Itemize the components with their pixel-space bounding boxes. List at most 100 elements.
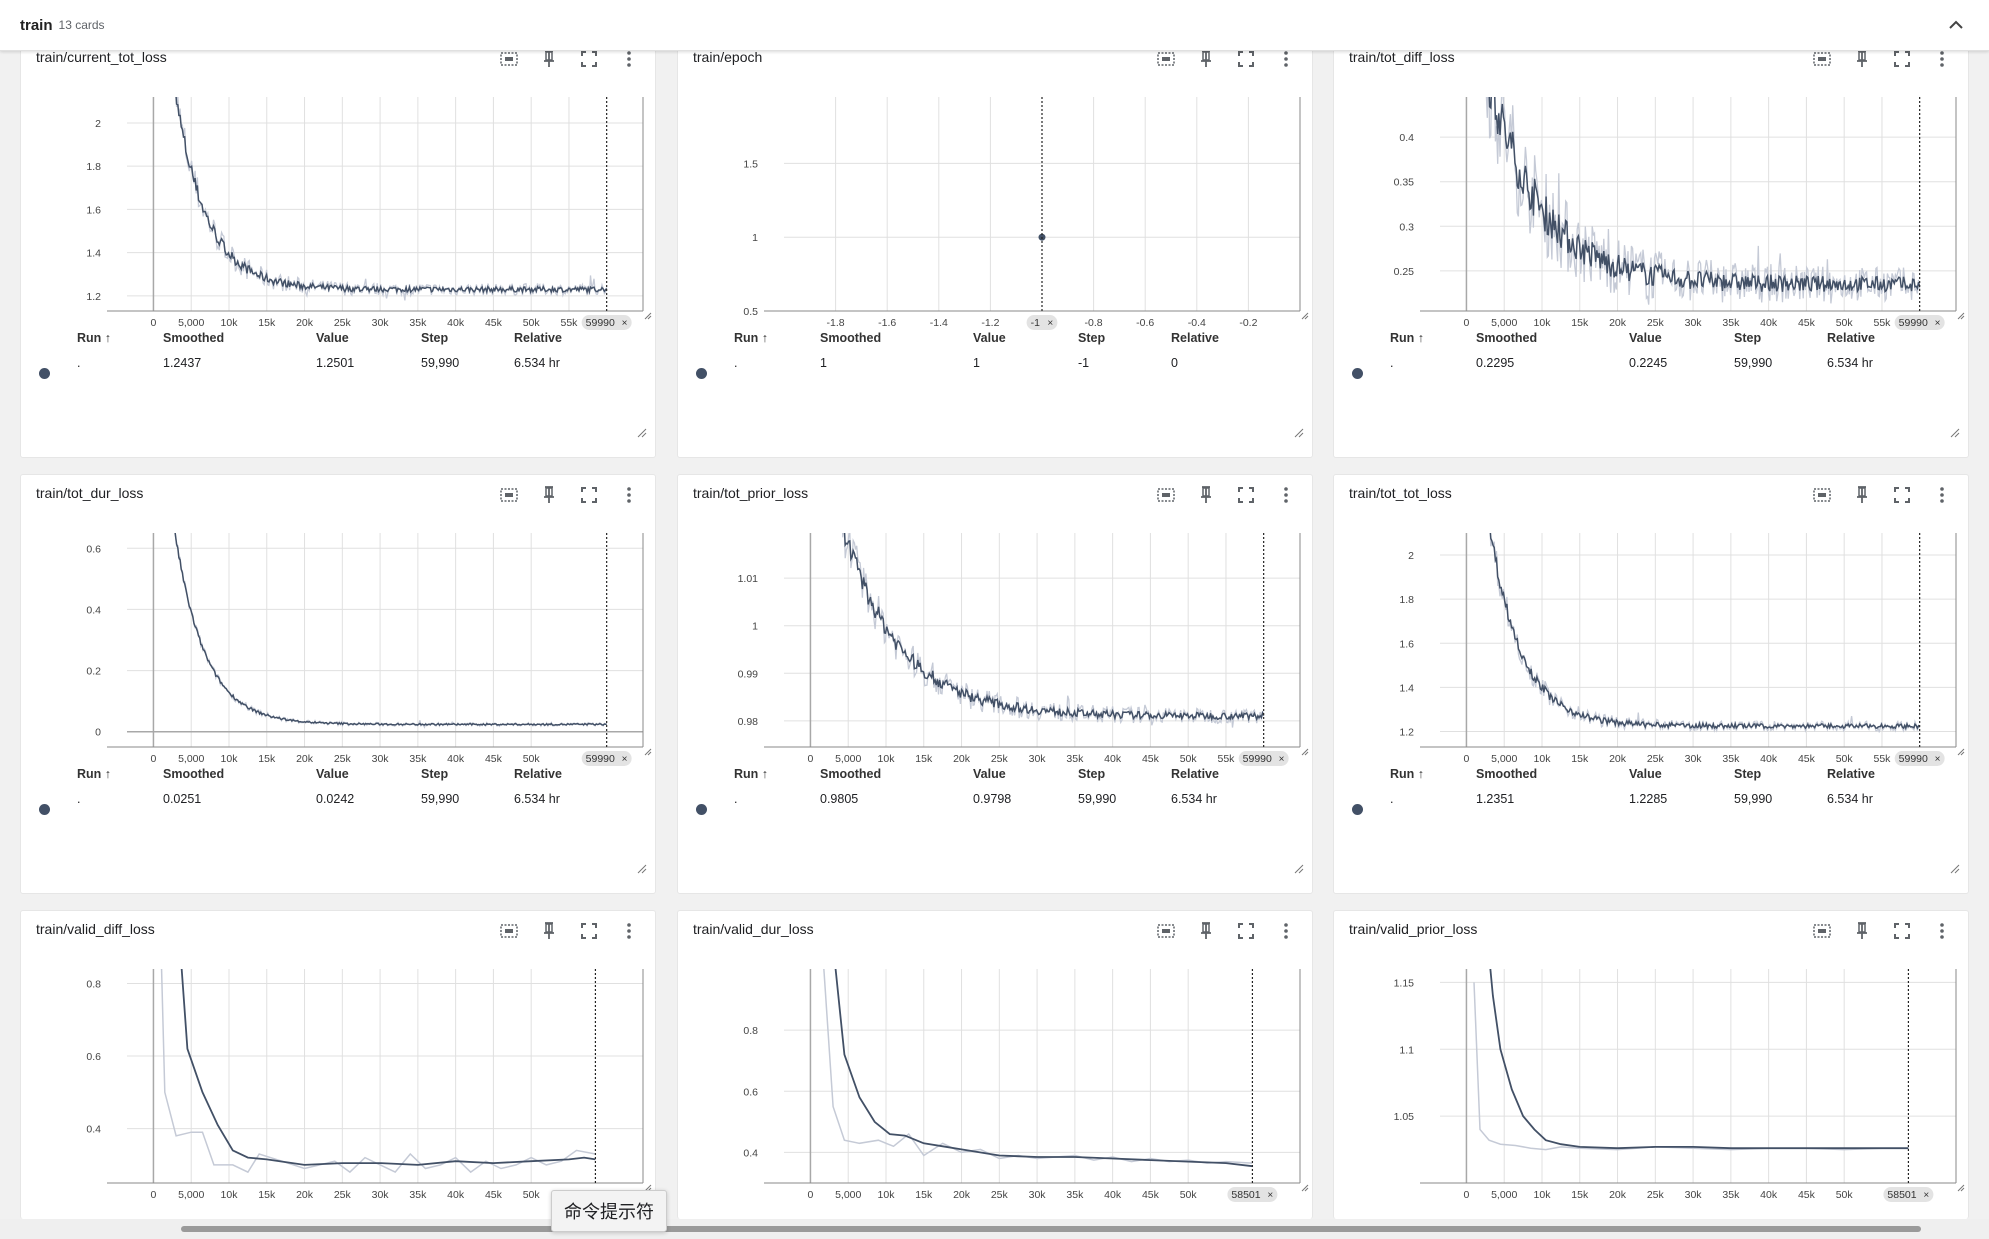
fullscreen-button[interactable] [1888,45,1916,73]
step-cursor-chip[interactable]: 58501 × [1883,1187,1934,1202]
close-icon[interactable]: × [1047,318,1053,329]
more-options-button[interactable] [615,481,643,509]
more-options-button[interactable] [1272,917,1300,945]
chart-resize-icon[interactable] [644,748,652,756]
fit-domain-button[interactable] [495,45,523,73]
column-header-step[interactable]: Step [1078,331,1106,345]
column-header-step[interactable]: Step [421,331,449,345]
fullscreen-button[interactable] [575,917,603,945]
chart-resize-icon[interactable] [644,312,652,320]
more-options-button[interactable] [615,45,643,73]
group-header[interactable]: train 13 cards [0,0,1989,51]
more-options-button[interactable] [1272,45,1300,73]
chart-svg[interactable]: -1.8 -1.6 -1.4 -1.2 -0.8 -0.6 -0.4 -0.2 0.5 1 1.5 -… [678,77,1314,339]
pin-card-button[interactable] [1192,917,1220,945]
fit-domain-button[interactable] [1808,917,1836,945]
column-header-run[interactable]: Run ↑ [734,331,769,345]
column-header-value[interactable]: Value [316,767,349,781]
column-header-value[interactable]: Value [973,767,1006,781]
chart-resize-icon[interactable] [1957,312,1965,320]
close-icon[interactable]: × [622,754,628,765]
chart-svg[interactable]: 0 5,000 10k 15k 20k 25k 30k 35k 40k 45k 50k 1.05 1.1… [1334,949,1970,1211]
column-header-relative[interactable]: Relative [1171,331,1219,345]
more-options-button[interactable] [1272,481,1300,509]
column-header-relative[interactable]: Relative [1827,331,1875,345]
resize-handle-icon[interactable] [637,861,647,879]
chart-resize-icon[interactable] [1301,312,1309,320]
column-header-relative[interactable]: Relative [514,767,562,781]
close-icon[interactable]: × [1923,1190,1929,1201]
chart-resize-icon[interactable] [1301,748,1309,756]
fit-domain-button[interactable] [1808,45,1836,73]
resize-handle-icon[interactable] [1950,861,1960,879]
close-icon[interactable]: × [1267,1190,1273,1201]
column-header-relative[interactable]: Relative [514,331,562,345]
step-cursor-chip[interactable]: 59990 × [581,751,632,766]
fit-domain-button[interactable] [1152,45,1180,73]
column-header-value[interactable]: Value [973,331,1006,345]
resize-handle-icon[interactable] [1950,425,1960,443]
fit-domain-button[interactable] [1152,917,1180,945]
horizontal-scrollbar[interactable] [0,1219,1989,1239]
pin-card-button[interactable] [1848,481,1876,509]
column-header-step[interactable]: Step [1734,767,1762,781]
step-cursor-chip[interactable]: 59990 × [1894,751,1945,766]
fullscreen-button[interactable] [1888,917,1916,945]
more-options-button[interactable] [1928,481,1956,509]
more-options-button[interactable] [615,917,643,945]
column-header-smoothed[interactable]: Smoothed [1476,767,1538,781]
pin-card-button[interactable] [1848,917,1876,945]
column-header-relative[interactable]: Relative [1827,767,1875,781]
chart-resize-icon[interactable] [1957,1184,1965,1192]
column-header-value[interactable]: Value [1629,767,1662,781]
chart-svg[interactable]: 0 5,000 10k 15k 20k 25k 30k 35k 40k 45k 50k 0 0.2 0.4… [21,513,657,775]
close-icon[interactable]: × [622,318,628,329]
column-header-smoothed[interactable]: Smoothed [163,331,225,345]
fullscreen-button[interactable] [1232,45,1260,73]
chart-resize-icon[interactable] [1301,1184,1309,1192]
column-header-relative[interactable]: Relative [1171,767,1219,781]
pin-card-button[interactable] [535,481,563,509]
fullscreen-button[interactable] [1888,481,1916,509]
fit-domain-button[interactable] [495,917,523,945]
chart-svg[interactable]: 0 5,000 10k 15k 20k 25k 30k 35k 40k 45k 50k 0.4 0.6 0… [678,949,1314,1211]
column-header-run[interactable]: Run ↑ [1390,331,1425,345]
chart-svg[interactable]: 0 5,000 10k 15k 20k 25k 30k 35k 40k 45k 50k 55k 0.25… [1334,77,1970,339]
column-header-run[interactable]: Run ↑ [734,767,769,781]
chart-svg[interactable]: 0 5,000 10k 15k 20k 25k 30k 35k 40k 45k 50k 55k 0.98… [678,513,1314,775]
column-header-run[interactable]: Run ↑ [77,767,112,781]
pin-card-button[interactable] [1192,45,1220,73]
resize-handle-icon[interactable] [1294,425,1304,443]
column-header-smoothed[interactable]: Smoothed [820,767,882,781]
chart-svg[interactable]: 0 5,000 10k 15k 20k 25k 30k 35k 40k 45k 50k 55k 1.2 1… [1334,513,1970,775]
close-icon[interactable]: × [1935,318,1941,329]
column-header-step[interactable]: Step [1078,767,1106,781]
pin-card-button[interactable] [535,917,563,945]
column-header-value[interactable]: Value [1629,331,1662,345]
fit-domain-button[interactable] [495,481,523,509]
close-icon[interactable]: × [1935,754,1941,765]
column-header-run[interactable]: Run ↑ [77,331,112,345]
resize-handle-icon[interactable] [1294,861,1304,879]
fit-domain-button[interactable] [1808,481,1836,509]
pin-card-button[interactable] [535,45,563,73]
more-options-button[interactable] [1928,45,1956,73]
column-header-smoothed[interactable]: Smoothed [163,767,225,781]
pin-card-button[interactable] [1848,45,1876,73]
close-icon[interactable]: × [1279,754,1285,765]
column-header-smoothed[interactable]: Smoothed [820,331,882,345]
chart-svg[interactable]: 0 5,000 10k 15k 20k 25k 30k 35k 40k 45k 50k 0.4 0.6 0… [21,949,657,1211]
more-options-button[interactable] [1928,917,1956,945]
chart-svg[interactable]: 0 5,000 10k 15k 20k 25k 30k 35k 40k 45k 50k 55k 1.2 1… [21,77,657,339]
step-cursor-chip[interactable]: 59990 × [1894,315,1945,330]
column-header-step[interactable]: Step [421,767,449,781]
scrollbar-thumb[interactable] [181,1226,1921,1232]
column-header-value[interactable]: Value [316,331,349,345]
collapse-group-button[interactable] [1945,14,1967,36]
column-header-smoothed[interactable]: Smoothed [1476,331,1538,345]
fullscreen-button[interactable] [575,481,603,509]
step-cursor-chip[interactable]: 58501 × [1227,1187,1278,1202]
column-header-run[interactable]: Run ↑ [1390,767,1425,781]
fullscreen-button[interactable] [1232,917,1260,945]
fullscreen-button[interactable] [575,45,603,73]
